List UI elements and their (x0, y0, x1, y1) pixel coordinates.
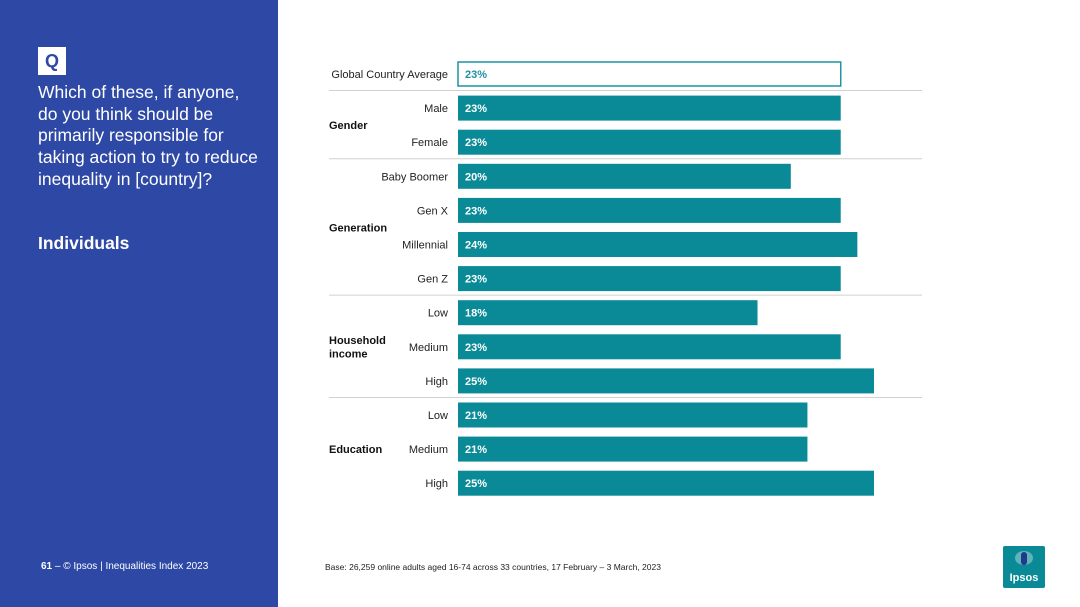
category-label: Male (424, 103, 448, 115)
category-label: Gen Z (417, 274, 448, 286)
category-label: Medium (409, 444, 448, 456)
data-label: 23% (465, 342, 487, 354)
data-label: 23% (465, 205, 487, 217)
data-label: 23% (465, 274, 487, 286)
answer-option-title: Individuals (38, 233, 130, 253)
data-label: 24% (465, 240, 487, 252)
bar (458, 163, 791, 189)
data-label: 25% (465, 376, 487, 388)
category-label: Baby Boomer (381, 171, 448, 183)
bar (458, 436, 808, 462)
group-label: Education (329, 444, 382, 456)
group-label: Generation (329, 222, 387, 234)
bar (458, 129, 841, 155)
group-label-line: Gender (329, 120, 368, 132)
bar (458, 197, 841, 223)
bar (458, 334, 841, 360)
category-label: Low (428, 308, 448, 320)
category-label: Medium (409, 342, 448, 354)
ipsos-logo: Ipsos (1003, 546, 1045, 588)
data-label: 20% (465, 171, 487, 183)
question-badge: Q (38, 47, 66, 75)
left-panel: Q Which of these, if anyone, do you thin… (0, 0, 278, 607)
footer-dash: – (54, 561, 61, 572)
category-label: Low (428, 410, 448, 422)
bar (458, 266, 841, 292)
group-label-line: Generation (329, 222, 387, 234)
category-label: Gen X (417, 205, 449, 217)
logo-mark (1021, 552, 1027, 565)
group-label-line: Household (329, 335, 386, 347)
data-label: 21% (465, 410, 487, 422)
category-label: Global Country Average (331, 69, 448, 81)
data-label: 23% (465, 137, 487, 149)
data-label: 23% (465, 69, 487, 81)
logo-background (1003, 546, 1045, 588)
data-label: 18% (465, 308, 487, 320)
bar-highlight (457, 61, 842, 87)
data-label: 21% (465, 444, 487, 456)
bar (458, 402, 808, 428)
base-note: Base: 26,259 online adults aged 16-74 ac… (325, 562, 661, 572)
data-label: 23% (465, 103, 487, 115)
group-label: Household income (329, 335, 386, 361)
logo-text: Ipsos (1010, 572, 1039, 584)
category-label: High (425, 376, 448, 388)
bar (458, 232, 858, 257)
group-label-line: income (329, 349, 368, 361)
category-label: Millennial (402, 240, 448, 252)
category-label: Female (411, 137, 448, 149)
bar (458, 368, 874, 394)
bar (458, 300, 758, 326)
bar (458, 470, 874, 496)
bar (458, 95, 841, 121)
data-label: 25% (465, 478, 487, 490)
group-label: Gender (329, 120, 368, 132)
category-label: High (425, 478, 448, 490)
group-label-line: Education (329, 444, 382, 456)
question-text: Which of these, if anyone, do you think … (38, 82, 258, 189)
copyright-text: © Ipsos | Inequalities Index 2023 (63, 561, 209, 572)
page-number: 61 (41, 561, 53, 572)
footer-left: 61 – © Ipsos | Inequalities Index 2023 (41, 561, 208, 572)
